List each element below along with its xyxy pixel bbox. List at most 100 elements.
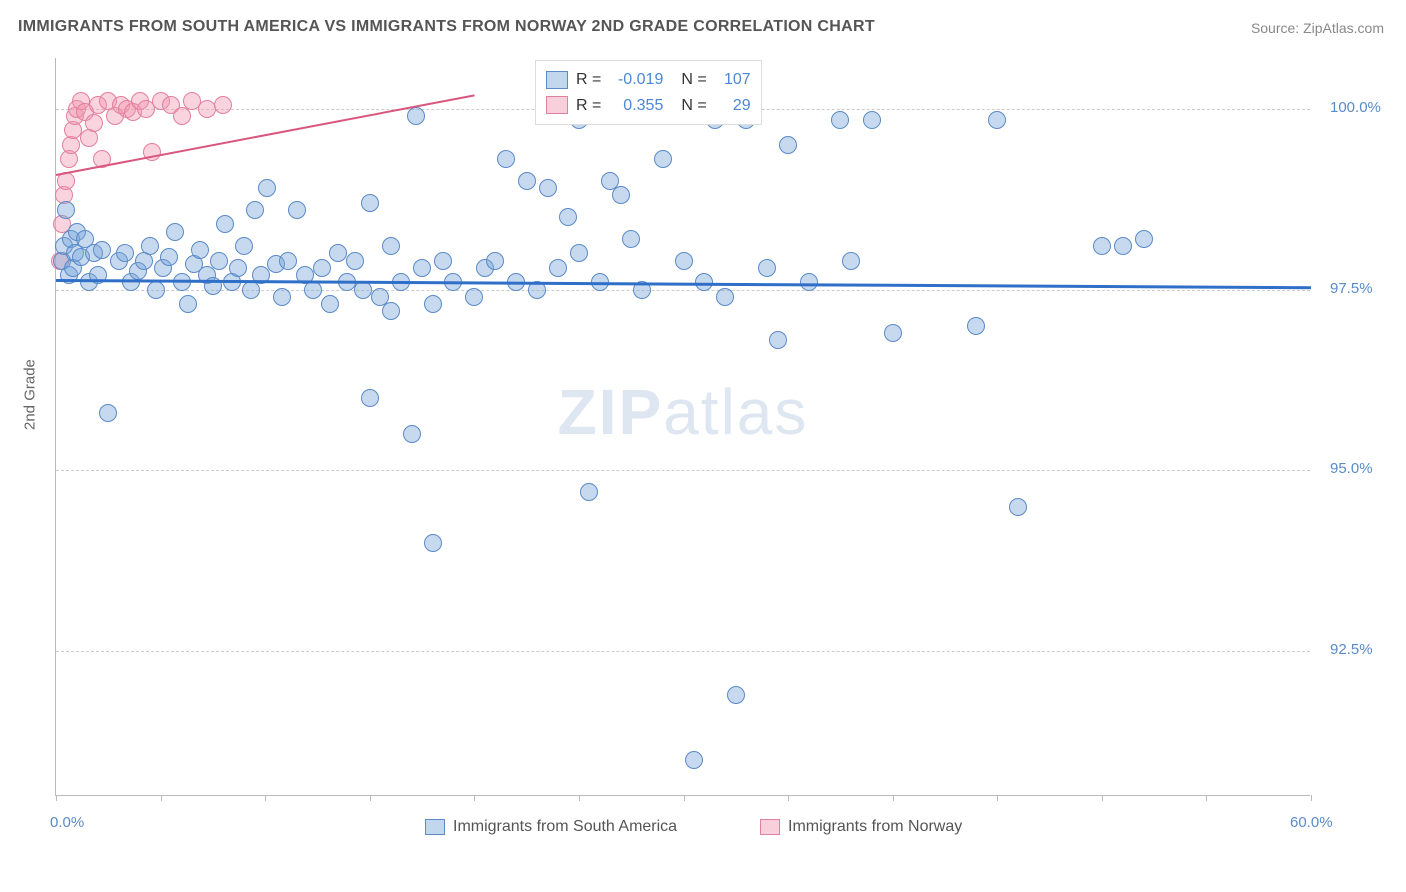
- legend-swatch-icon: [425, 819, 445, 835]
- scatter-point: [80, 129, 98, 147]
- scatter-point: [382, 302, 400, 320]
- scatter-point: [1114, 237, 1132, 255]
- scatter-point: [93, 241, 111, 259]
- scatter-point: [116, 244, 134, 262]
- scatter-point: [235, 237, 253, 255]
- scatter-point: [884, 324, 902, 342]
- scatter-point: [55, 186, 73, 204]
- scatter-point: [64, 121, 82, 139]
- stats-swatch-icon: [546, 71, 568, 89]
- x-max-label: 60.0%: [1290, 814, 1333, 831]
- x-tick: [997, 795, 998, 801]
- scatter-point: [779, 136, 797, 154]
- scatter-point: [622, 230, 640, 248]
- x-tick: [1206, 795, 1207, 801]
- scatter-point: [51, 252, 69, 270]
- scatter-point: [135, 252, 153, 270]
- gridline: [56, 290, 1310, 291]
- scatter-point: [246, 201, 264, 219]
- scatter-point: [434, 252, 452, 270]
- x-tick: [474, 795, 475, 801]
- legend-label: Immigrants from South America: [453, 818, 677, 836]
- scatter-point: [346, 252, 364, 270]
- scatter-point: [57, 201, 75, 219]
- scatter-point: [518, 172, 536, 190]
- trend-line: [56, 94, 475, 176]
- x-tick: [788, 795, 789, 801]
- stats-swatch-icon: [546, 96, 568, 114]
- scatter-point: [601, 172, 619, 190]
- y-tick-label: 100.0%: [1330, 99, 1381, 116]
- n-label: N =: [681, 93, 706, 119]
- plot-area: ZIPatlas: [55, 58, 1310, 796]
- scatter-point: [160, 248, 178, 266]
- x-tick: [893, 795, 894, 801]
- x-tick: [1102, 795, 1103, 801]
- stats-row: R =0.355N =29: [546, 93, 751, 119]
- scatter-point: [279, 252, 297, 270]
- scatter-point: [53, 215, 71, 233]
- scatter-point: [654, 150, 672, 168]
- trend-line: [56, 279, 1311, 289]
- n-value: 29: [715, 93, 751, 119]
- x-tick: [1311, 795, 1312, 801]
- scatter-point: [727, 686, 745, 704]
- scatter-point: [141, 237, 159, 255]
- scatter-point: [166, 223, 184, 241]
- scatter-point: [110, 252, 128, 270]
- scatter-point: [85, 114, 103, 132]
- source-label: Source: ZipAtlas.com: [1251, 20, 1384, 36]
- r-label: R =: [576, 67, 601, 93]
- scatter-point: [612, 186, 630, 204]
- y-tick-label: 92.5%: [1330, 641, 1373, 658]
- scatter-point: [413, 259, 431, 277]
- scatter-point: [831, 111, 849, 129]
- scatter-point: [1009, 498, 1027, 516]
- scatter-point: [321, 295, 339, 313]
- scatter-point: [403, 425, 421, 443]
- scatter-point: [967, 317, 985, 335]
- scatter-point: [89, 96, 107, 114]
- scatter-point: [288, 201, 306, 219]
- scatter-point: [76, 230, 94, 248]
- watermark-bold: ZIP: [558, 376, 664, 448]
- scatter-point: [258, 179, 276, 197]
- scatter-point: [55, 237, 73, 255]
- scatter-point: [570, 244, 588, 262]
- scatter-point: [60, 150, 78, 168]
- scatter-point: [486, 252, 504, 270]
- scatter-point: [313, 259, 331, 277]
- gridline: [56, 651, 1310, 652]
- scatter-point: [162, 96, 180, 114]
- x-tick: [684, 795, 685, 801]
- scatter-point: [424, 534, 442, 552]
- scatter-point: [62, 230, 80, 248]
- x-tick: [265, 795, 266, 801]
- x-tick: [579, 795, 580, 801]
- scatter-point: [769, 331, 787, 349]
- x-min-label: 0.0%: [50, 814, 84, 831]
- scatter-point: [476, 259, 494, 277]
- r-label: R =: [576, 93, 601, 119]
- n-label: N =: [681, 67, 706, 93]
- legend-item-norway: Immigrants from Norway: [760, 818, 962, 836]
- scatter-point: [112, 96, 130, 114]
- scatter-point: [497, 150, 515, 168]
- stats-row: R =-0.019N =107: [546, 67, 751, 93]
- scatter-point: [229, 259, 247, 277]
- y-axis-label: 2nd Grade: [22, 359, 39, 430]
- legend-swatch-icon: [760, 819, 780, 835]
- scatter-point: [361, 194, 379, 212]
- scatter-point: [179, 295, 197, 313]
- watermark: ZIPatlas: [558, 375, 809, 449]
- scatter-point: [1135, 230, 1153, 248]
- scatter-point: [382, 237, 400, 255]
- x-tick: [370, 795, 371, 801]
- scatter-point: [62, 136, 80, 154]
- scatter-point: [361, 389, 379, 407]
- scatter-point: [129, 262, 147, 280]
- scatter-point: [863, 111, 881, 129]
- scatter-point: [267, 255, 285, 273]
- scatter-point: [758, 259, 776, 277]
- y-tick-label: 97.5%: [1330, 280, 1373, 297]
